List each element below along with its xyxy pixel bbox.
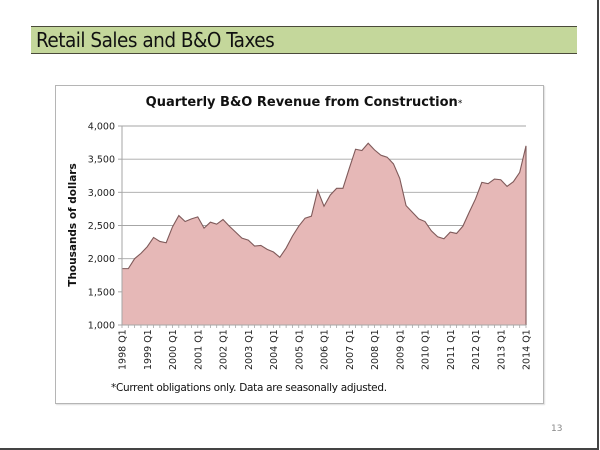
x-tick-label: 2010 Q1: [421, 329, 432, 370]
page-number: 13: [551, 424, 563, 434]
x-tick-label: 2007 Q1: [345, 329, 356, 370]
x-tick-label: 2002 Q1: [219, 329, 230, 370]
x-tick-label: 2003 Q1: [244, 329, 255, 370]
x-tick-label: 2000 Q1: [168, 329, 179, 370]
y-tick-label: 3,000: [88, 188, 115, 199]
x-tick-label: 2005 Q1: [294, 329, 305, 370]
chart-footnote: *Current obligations only. Data are seas…: [111, 382, 387, 394]
x-tick-label: 2001 Q1: [193, 329, 204, 370]
slide-title-bar: Retail Sales and B&O Taxes: [31, 26, 577, 54]
x-tick-label: 1998 Q1: [118, 329, 129, 370]
x-tick-label: 1999 Q1: [143, 329, 154, 370]
x-tick-label: 2006 Q1: [320, 329, 331, 370]
y-tick-label: 1,500: [88, 287, 115, 298]
x-tick-label: 2011 Q1: [446, 329, 457, 370]
x-tick-label: 2013 Q1: [496, 329, 507, 370]
y-tick-label: 1,000: [88, 321, 115, 332]
chart-title: Quarterly B&O Revenue from Construction*: [146, 95, 463, 110]
slide-title: Retail Sales and B&O Taxes: [36, 28, 275, 52]
y-tick-label: 2,500: [88, 221, 115, 232]
series-line: [122, 142, 527, 270]
x-tick-label: 2012 Q1: [471, 329, 482, 370]
y-axis-label: Thousands of dollars: [67, 163, 79, 286]
chart-title-marker: *: [458, 99, 463, 109]
area-fill: [122, 143, 526, 325]
x-tick-label: 2009 Q1: [395, 329, 406, 370]
y-tick-label: 4,000: [88, 122, 115, 133]
y-tick-label: 3,500: [88, 155, 115, 166]
chart-title-text: Quarterly B&O Revenue from Construction: [146, 95, 458, 110]
y-tick-label: 2,000: [88, 254, 115, 265]
x-tick-label: 2008 Q1: [370, 329, 381, 370]
x-tick-label: 2014 Q1: [522, 329, 533, 370]
x-tick-label: 2004 Q1: [269, 329, 280, 370]
